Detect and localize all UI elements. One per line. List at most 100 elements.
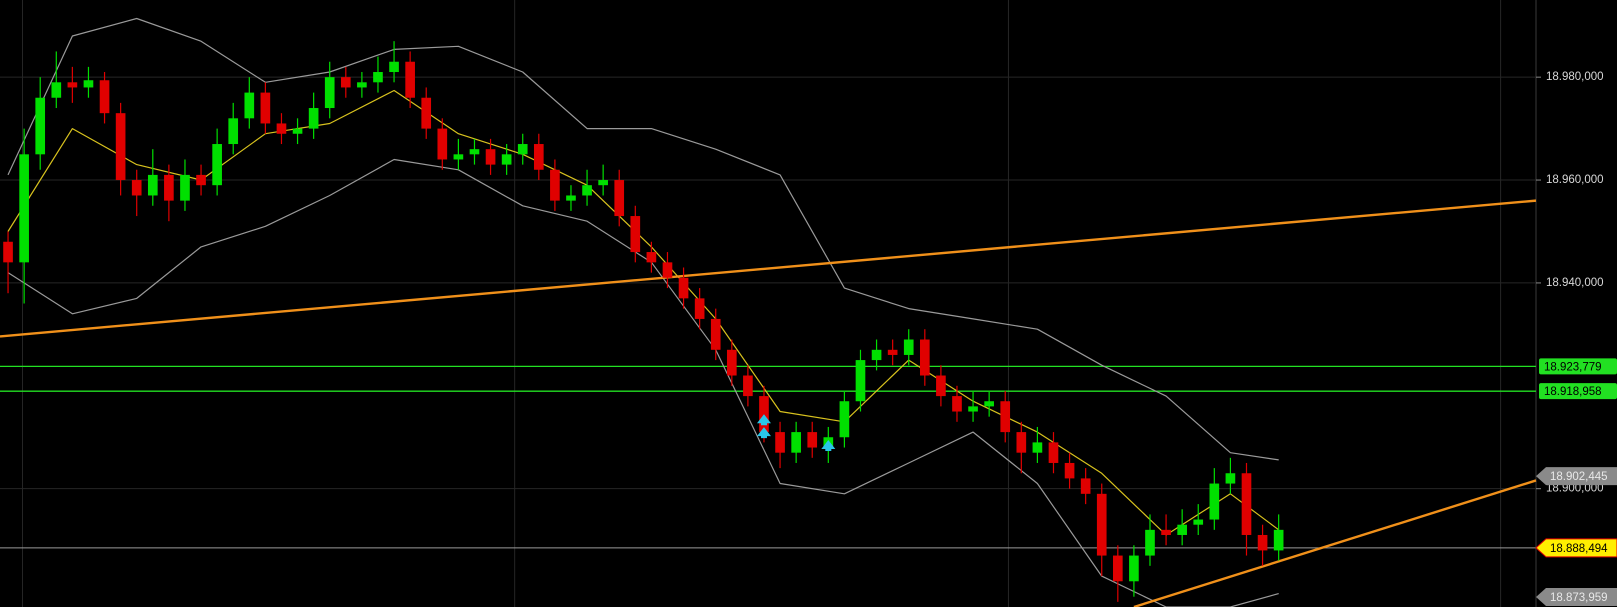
candle-body <box>437 128 448 160</box>
candle-body <box>3 241 13 263</box>
candle-body <box>630 216 641 253</box>
candle-body <box>1032 442 1043 453</box>
candle-body <box>67 82 78 88</box>
y-tick-label: 18.940,000 <box>1546 277 1604 289</box>
candle-body <box>791 432 801 453</box>
band-line <box>7 17 1279 461</box>
candle-body <box>228 118 239 145</box>
candle-body <box>614 180 625 217</box>
candle-body <box>405 61 415 98</box>
candle-body <box>131 180 142 196</box>
candle-body <box>19 154 29 263</box>
candle-body <box>952 396 962 412</box>
candle-body <box>775 432 785 453</box>
candle-body <box>196 174 206 186</box>
y-tick-label: 18.980,000 <box>1546 71 1604 83</box>
candle-body <box>598 180 608 186</box>
candle-body <box>1000 401 1011 433</box>
candle-body <box>710 318 721 350</box>
candle-body <box>984 401 994 407</box>
candle-body <box>453 154 464 160</box>
candle-body <box>340 77 351 88</box>
trendline <box>0 199 1537 338</box>
price-tag-label: 18.888,494 <box>1550 543 1608 555</box>
candle-body <box>1177 524 1187 535</box>
candle-body <box>566 195 576 201</box>
candle-body <box>550 169 560 201</box>
candle-body <box>582 185 592 196</box>
candle-body <box>694 298 705 319</box>
candle-body <box>51 82 62 98</box>
candle-body <box>919 339 930 376</box>
candle-body <box>1064 462 1075 479</box>
trendline <box>1133 479 1537 607</box>
candle-body <box>533 144 544 170</box>
candle-body <box>759 396 769 433</box>
candle-body <box>1241 473 1252 535</box>
candle-body <box>743 375 753 397</box>
candle-body <box>276 123 287 134</box>
candle-body <box>164 174 174 201</box>
candle-body <box>1080 478 1091 494</box>
candle-body <box>212 144 222 186</box>
price-tag <box>1535 538 1617 558</box>
candle-body <box>389 61 399 73</box>
candle-body <box>1257 534 1268 551</box>
signal-arrow <box>821 439 836 451</box>
y-tick-label: 18.900,000 <box>1546 483 1604 495</box>
candle-body <box>903 339 914 355</box>
candle-body <box>678 277 689 299</box>
level-tag <box>1539 383 1617 400</box>
candle-body <box>855 360 866 402</box>
candle-body <box>83 80 94 88</box>
price-tag-label: 18.873,959 <box>1550 592 1608 604</box>
candle-body <box>115 113 126 181</box>
candle-body <box>839 401 850 438</box>
candle-body <box>147 174 158 196</box>
signal-arrow <box>756 414 771 426</box>
candle-body <box>887 349 898 355</box>
candle-body <box>292 128 303 134</box>
level-tag <box>1539 358 1617 375</box>
candle-body <box>1225 473 1236 484</box>
price-tag-label: 18.902,445 <box>1550 471 1608 483</box>
candle-body <box>1112 555 1123 582</box>
candle-body <box>968 406 978 412</box>
candle-body <box>662 262 673 278</box>
candle-body <box>1193 519 1204 525</box>
candle-body <box>1048 442 1059 463</box>
candle-body <box>1096 493 1107 556</box>
candle-body <box>421 97 432 129</box>
candle-body <box>1016 432 1027 453</box>
candle-body <box>485 149 496 165</box>
candle-body <box>260 92 271 124</box>
candle-body <box>1129 555 1139 582</box>
candle-body <box>517 144 528 155</box>
candle-body <box>469 149 480 155</box>
price-tag <box>1536 467 1617 486</box>
y-tick-label: 18.960,000 <box>1546 174 1604 186</box>
candle-body <box>1145 529 1155 556</box>
candle-body <box>1161 529 1171 535</box>
candle-body <box>501 154 512 165</box>
level-label: 18.918,958 <box>1544 386 1602 398</box>
candle-body <box>373 72 383 83</box>
candle-body <box>936 375 946 397</box>
signal-arrow <box>756 427 771 439</box>
candle-body <box>1209 483 1220 520</box>
candle-body <box>35 97 46 155</box>
candle-body <box>244 92 255 119</box>
candle-body <box>726 349 737 376</box>
candle-body <box>99 80 110 114</box>
candle-body <box>807 432 818 448</box>
candle-body <box>180 174 190 201</box>
candle-body <box>1273 529 1284 551</box>
price-tag <box>1536 588 1617 606</box>
candle-body <box>308 108 319 129</box>
level-label: 18.923,779 <box>1544 361 1602 373</box>
candle-body <box>871 349 882 361</box>
candle-body <box>646 252 657 263</box>
